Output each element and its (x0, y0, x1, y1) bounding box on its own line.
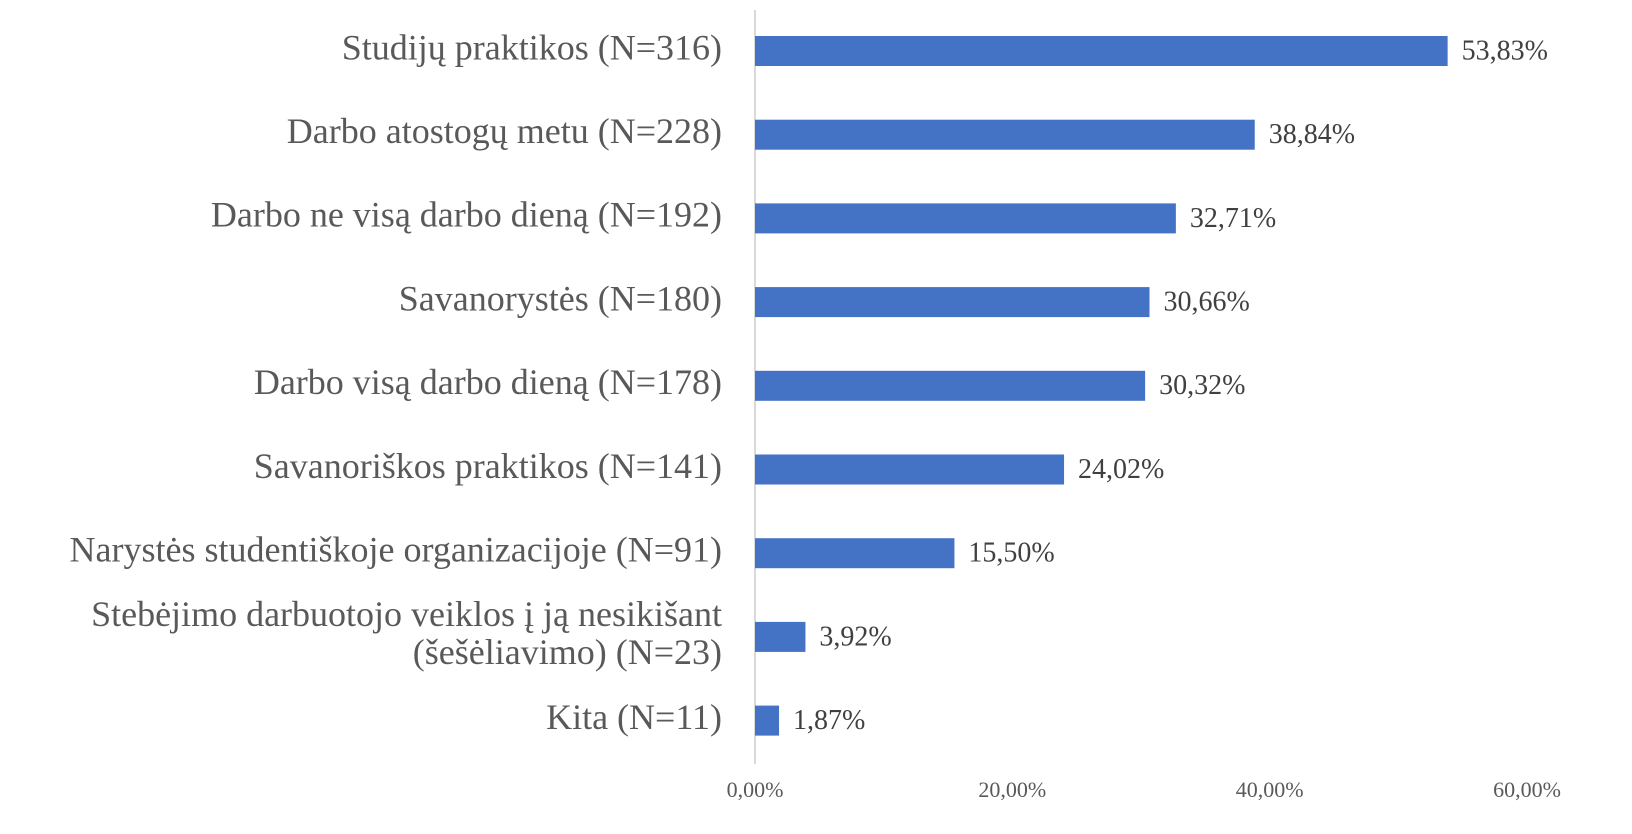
value-label: 38,84% (1269, 119, 1355, 150)
y-tick-label: Kita (N=11) (546, 697, 722, 737)
bar (755, 203, 1176, 234)
y-tick-label: Savanorystės (N=180) (399, 278, 722, 318)
y-tick-label: Darbo atostogų metu (N=228) (287, 111, 722, 151)
y-tick-label: Savanoriškos praktikos (N=141) (254, 446, 722, 486)
x-tick-label: 60,00% (1493, 777, 1561, 802)
bar (755, 621, 806, 652)
x-tick-label: 20,00% (978, 777, 1046, 802)
y-tick-label: Narystės studentiškoje organizacijoje (N… (70, 529, 722, 569)
bar (755, 705, 780, 736)
value-label: 32,71% (1190, 203, 1276, 234)
bar (755, 454, 1065, 485)
value-label: 1,87% (793, 705, 865, 736)
x-tick-label: 0,00% (727, 777, 784, 802)
y-tick-label: Darbo ne visą darbo dieną (N=192) (211, 195, 722, 235)
y-tick-label: Stebėjimo darbuotojo veiklos į ją nesiki… (91, 594, 722, 672)
y-tick-label: Studijų praktikos (N=316) (342, 27, 722, 67)
bar (755, 119, 1255, 150)
bar (755, 36, 1448, 66)
x-tick-label: 40,00% (1236, 777, 1304, 802)
value-label: 3,92% (819, 621, 891, 652)
value-label: 30,66% (1163, 287, 1249, 318)
value-label: 30,32% (1159, 370, 1245, 401)
value-label: 24,02% (1078, 454, 1164, 485)
bar (755, 287, 1150, 318)
y-tick-label: Darbo visą darbo dieną (N=178) (254, 362, 722, 402)
value-label: 53,83% (1462, 35, 1548, 66)
bar (755, 370, 1146, 401)
bar (755, 538, 955, 569)
value-label: 15,50% (968, 538, 1054, 569)
